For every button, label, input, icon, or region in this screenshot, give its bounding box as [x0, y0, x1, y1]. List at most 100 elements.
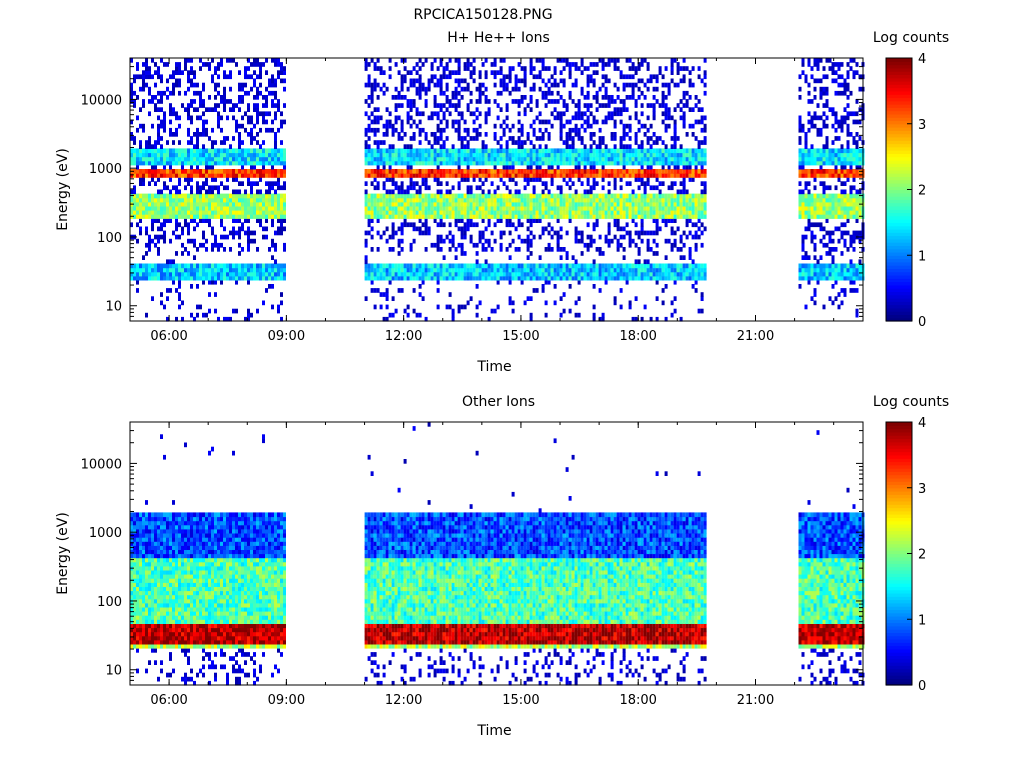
- heatmap-cell: [175, 62, 178, 67]
- heatmap-cell: [388, 74, 392, 80]
- heatmap-cell: [496, 275, 500, 281]
- heatmap-cell: [661, 193, 665, 199]
- heatmap-cell: [148, 201, 151, 207]
- heatmap-cell: [481, 82, 485, 88]
- heatmap-cell: [205, 267, 208, 273]
- heatmap-cell: [247, 275, 250, 281]
- heatmap-cell: [220, 242, 223, 248]
- heatmap-cell: [625, 74, 629, 80]
- heatmap-cell: [274, 58, 277, 63]
- heatmap-cell: [439, 82, 443, 88]
- heatmap-cell: [580, 156, 584, 162]
- heatmap-cell: [406, 201, 410, 207]
- heatmap-cell: [526, 193, 530, 199]
- heatmap-cell: [172, 230, 175, 236]
- heatmap-cell: [259, 169, 262, 174]
- heatmap-cell: [601, 267, 605, 273]
- heatmap-cell: [235, 173, 238, 178]
- heatmap-cell: [478, 74, 482, 80]
- heatmap-cell: [610, 205, 614, 211]
- heatmap-cell: [661, 201, 665, 207]
- heatmap-cell: [703, 267, 707, 273]
- heatmap-cell: [388, 234, 392, 240]
- heatmap-cell: [577, 312, 581, 318]
- heatmap-cell: [436, 201, 440, 207]
- heatmap-cell: [187, 271, 190, 277]
- heatmap-cell: [241, 156, 244, 162]
- heatmap-cell: [646, 148, 650, 154]
- heatmap-cell: [151, 238, 154, 244]
- heatmap-cell: [547, 152, 551, 158]
- heatmap-cell: [550, 111, 554, 117]
- heatmap-cell: [208, 136, 211, 141]
- heatmap-cell: [190, 119, 193, 125]
- heatmap-cell: [172, 70, 175, 75]
- heatmap-cell: [223, 136, 226, 141]
- heatmap-cell: [130, 205, 133, 211]
- heatmap-cell: [232, 226, 235, 232]
- heatmap-cell: [409, 271, 413, 277]
- heatmap-cell: [193, 70, 196, 75]
- heatmap-cell: [553, 300, 557, 306]
- heatmap-cell: [277, 107, 280, 112]
- heatmap-cell: [694, 136, 698, 141]
- heatmap-cell: [157, 152, 160, 158]
- heatmap-cell: [172, 107, 175, 112]
- heatmap-cell: [670, 230, 674, 236]
- heatmap-cell: [604, 156, 608, 162]
- heatmap-cell: [685, 169, 689, 174]
- heatmap-cell: [445, 152, 449, 158]
- heatmap-cell: [577, 279, 581, 285]
- heatmap-cell: [604, 267, 608, 273]
- heatmap-cell: [160, 156, 163, 162]
- heatmap-cell: [370, 173, 374, 178]
- heatmap-cell: [682, 74, 686, 80]
- heatmap-cell: [412, 210, 416, 215]
- heatmap-cell: [532, 234, 536, 240]
- heatmap-cell: [232, 169, 235, 174]
- heatmap-cell: [145, 251, 148, 256]
- heatmap-cell: [172, 201, 175, 207]
- heatmap-cell: [595, 218, 599, 223]
- heatmap-cell: [367, 103, 371, 108]
- heatmap-cell: [172, 214, 175, 219]
- heatmap-cell: [406, 185, 410, 191]
- heatmap-cell: [283, 103, 286, 108]
- heatmap-cell: [232, 193, 235, 199]
- heatmap-cell: [646, 78, 650, 84]
- heatmap-cell: [556, 271, 560, 277]
- heatmap-cell: [430, 271, 434, 277]
- heatmap-cell: [175, 218, 178, 223]
- heatmap-cell: [232, 201, 235, 207]
- heatmap-cell: [676, 210, 680, 215]
- heatmap-cell: [613, 181, 617, 186]
- heatmap-cell: [268, 156, 271, 162]
- heatmap-cell: [559, 115, 563, 121]
- heatmap-cell: [154, 140, 157, 145]
- heatmap-cell: [622, 214, 626, 219]
- heatmap-cell: [154, 201, 157, 207]
- heatmap-cell: [160, 173, 163, 178]
- heatmap-cell: [241, 197, 244, 203]
- heatmap-cell: [235, 62, 238, 67]
- heatmap-cell: [496, 173, 500, 178]
- heatmap-cell: [661, 164, 665, 170]
- heatmap-cell: [508, 66, 512, 71]
- heatmap-cell: [388, 197, 392, 203]
- heatmap-cell: [547, 275, 551, 281]
- heatmap-cell: [655, 169, 659, 174]
- heatmap-cell: [526, 218, 530, 223]
- heatmap-cell: [664, 103, 668, 108]
- heatmap-cell: [649, 136, 653, 141]
- heatmap-cell: [451, 316, 455, 322]
- heatmap-cell: [373, 275, 377, 281]
- heatmap-cell: [451, 238, 455, 244]
- heatmap-cell: [652, 193, 656, 199]
- heatmap-cell: [382, 123, 386, 129]
- heatmap-cell: [487, 263, 491, 269]
- heatmap-cell: [367, 115, 371, 121]
- heatmap-cell: [268, 160, 271, 166]
- heatmap-cell: [457, 185, 461, 191]
- heatmap-cell: [643, 201, 647, 207]
- heatmap-cell: [274, 160, 277, 166]
